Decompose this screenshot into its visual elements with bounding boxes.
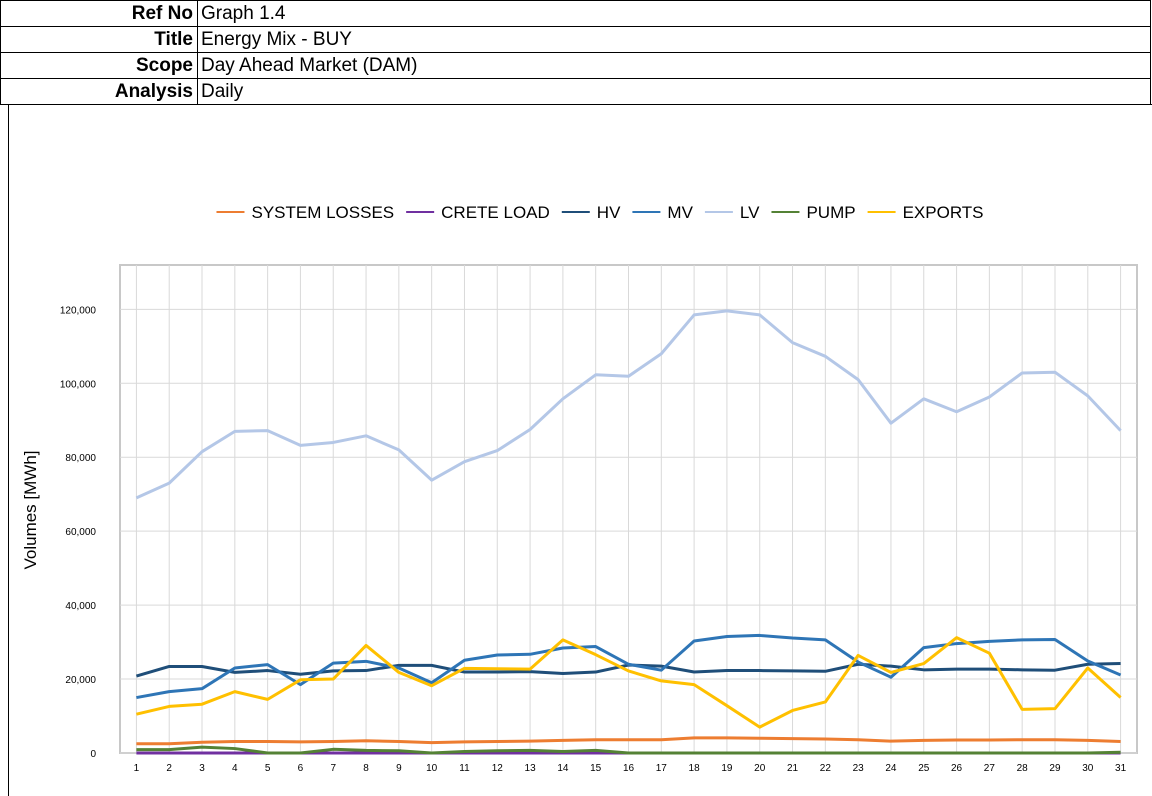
series-line [135, 309, 1122, 500]
y-axis-label: Volumes [MWh] [21, 450, 40, 569]
x-tick-label: 2 [166, 763, 172, 774]
y-tick-label: 60,000 [65, 527, 96, 538]
legend-label: PUMP [806, 203, 855, 222]
x-tick-label: 19 [721, 763, 733, 774]
y-tick-label: 20,000 [65, 675, 96, 686]
x-tick-label: 17 [656, 763, 668, 774]
series-line [136, 633, 1122, 700]
header-value: Graph 1.4 [201, 3, 286, 24]
series-line [136, 745, 1121, 755]
x-tick-label: 16 [623, 763, 635, 774]
x-tick-label: 9 [396, 763, 402, 774]
y-tick-label: 40,000 [65, 601, 96, 612]
legend-label: SYSTEM LOSSES [251, 203, 394, 222]
x-tick-label: 14 [557, 763, 569, 774]
x-tick-label: 29 [1049, 763, 1061, 774]
header-row: Ref No Graph 1.4 [0, 0, 1151, 26]
header-label: Analysis [1, 79, 198, 104]
x-tick-label: 12 [492, 763, 504, 774]
y-tick-label: 120,000 [60, 305, 97, 316]
x-tick-label: 13 [525, 763, 537, 774]
x-tick-label: 11 [459, 763, 470, 774]
x-tick-label: 4 [232, 763, 238, 774]
legend-label: CRETE LOAD [441, 203, 550, 222]
series-line [136, 736, 1121, 746]
x-tick-label: 24 [885, 763, 897, 774]
x-tick-label: 27 [984, 763, 996, 774]
x-tick-label: 20 [754, 763, 766, 774]
header-label: Ref No [1, 1, 198, 26]
x-tick-label: 30 [1082, 763, 1094, 774]
x-tick-label: 1 [134, 763, 140, 774]
x-tick-label: 28 [1017, 763, 1029, 774]
header-row: Analysis Daily [0, 78, 1151, 104]
header-row: Scope Day Ahead Market (DAM) [0, 52, 1151, 78]
x-tick-label: 3 [199, 763, 205, 774]
x-tick-label: 31 [1115, 763, 1127, 774]
header-label: Title [1, 27, 198, 52]
legend-label: LV [740, 203, 760, 222]
legend-label: EXPORTS [903, 203, 984, 222]
x-tick-label: 10 [426, 763, 438, 774]
header-value: Daily [201, 81, 244, 102]
x-tick-label: 22 [820, 763, 832, 774]
legend-label: HV [597, 203, 621, 222]
series-line [136, 636, 1122, 729]
y-tick-label: 80,000 [65, 453, 96, 464]
x-tick-label: 26 [951, 763, 963, 774]
header-label: Scope [1, 53, 198, 78]
y-tick-label: 0 [90, 749, 96, 760]
x-tick-label: 7 [330, 763, 336, 774]
legend-label: MV [667, 203, 693, 222]
x-tick-label: 21 [787, 763, 799, 774]
x-tick-label: 23 [853, 763, 865, 774]
y-tick-label: 100,000 [60, 379, 97, 390]
header-row: Title Energy Mix - BUY [0, 26, 1151, 52]
x-tick-label: 6 [298, 763, 304, 774]
x-tick-label: 15 [590, 763, 602, 774]
header-value: Day Ahead Market (DAM) [201, 55, 418, 76]
x-tick-label: 18 [689, 763, 701, 774]
x-tick-label: 5 [265, 763, 271, 774]
legend: SYSTEM LOSSES CRETE LOAD HV MV LV PUMP EXPORTS [216, 203, 984, 222]
x-tick-label: 8 [363, 763, 369, 774]
header-value: Energy Mix - BUY [201, 29, 352, 50]
x-tick-label: 25 [918, 763, 930, 774]
